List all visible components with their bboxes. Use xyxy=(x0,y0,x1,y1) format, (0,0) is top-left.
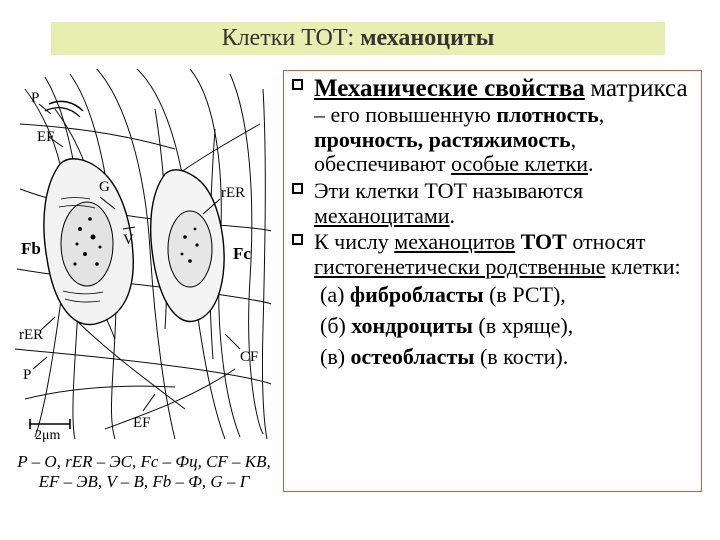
slide-title: Клетки ТОТ: механоциты xyxy=(222,25,495,52)
sub-lines: (а) фибробласты (в РСТ), (б) хондроциты … xyxy=(288,281,695,371)
figure-label-Fc: Fc xyxy=(233,244,251,263)
subline-a: (а) фибробласты (в РСТ), xyxy=(320,281,695,310)
bullet-1: Механические свойства матрикса – его пов… xyxy=(288,75,695,177)
figure-label-Fb: Fb xyxy=(21,239,41,258)
bullet-list: Механические свойства матрикса – его пов… xyxy=(288,75,695,279)
text-panel: Механические свойства матрикса – его пов… xyxy=(283,70,702,492)
bullet-3: К числу механоцитов ТОТ относят гистоген… xyxy=(288,230,695,279)
figure-label-rER-left: rER xyxy=(19,327,43,343)
figure-caption: P – O, rER – ЭС, Fc – Фц, CF – КВ, EF – … xyxy=(15,452,273,493)
figure-area: P EF G V rER Fb Fc rER P CF EF xyxy=(15,69,273,493)
title-bold: механоциты xyxy=(360,25,494,51)
figure-label-G: G xyxy=(99,179,110,195)
figure-label-P-left: P xyxy=(23,367,31,383)
figure-label-EF-top: EF xyxy=(37,129,55,145)
figure-label-CF: CF xyxy=(240,349,258,365)
figure-label-P-top: P xyxy=(31,90,39,106)
figure-illustration: P EF G V rER Fb Fc rER P CF EF xyxy=(15,69,273,442)
figure-scale-label: 2μm xyxy=(35,428,61,442)
figure-label-rER-right: rER xyxy=(221,185,245,201)
title-plain: Клетки ТОТ: xyxy=(222,25,361,51)
subline-b: (б) хондроциты (в хряще), xyxy=(320,312,695,341)
subline-c: (в) остеобласты (в кости). xyxy=(320,343,695,372)
cell-drawing-svg: P EF G V rER Fb Fc rER P CF EF xyxy=(15,69,273,442)
slide-root: Клетки ТОТ: механоциты xyxy=(0,0,720,540)
figure-label-EF-bottom: EF xyxy=(133,415,151,431)
title-band: Клетки ТОТ: механоциты xyxy=(51,22,665,55)
figure-caption-line1: P – O, rER – ЭС, Fc – Фц, CF – КВ, xyxy=(17,452,270,471)
figure-caption-line2: EF – ЭВ, V – В, Fb – Ф, G – Г xyxy=(39,472,250,491)
bullet-2: Эти клетки ТОТ называются механоцитами. xyxy=(288,179,695,228)
figure-label-V: V xyxy=(123,232,134,248)
